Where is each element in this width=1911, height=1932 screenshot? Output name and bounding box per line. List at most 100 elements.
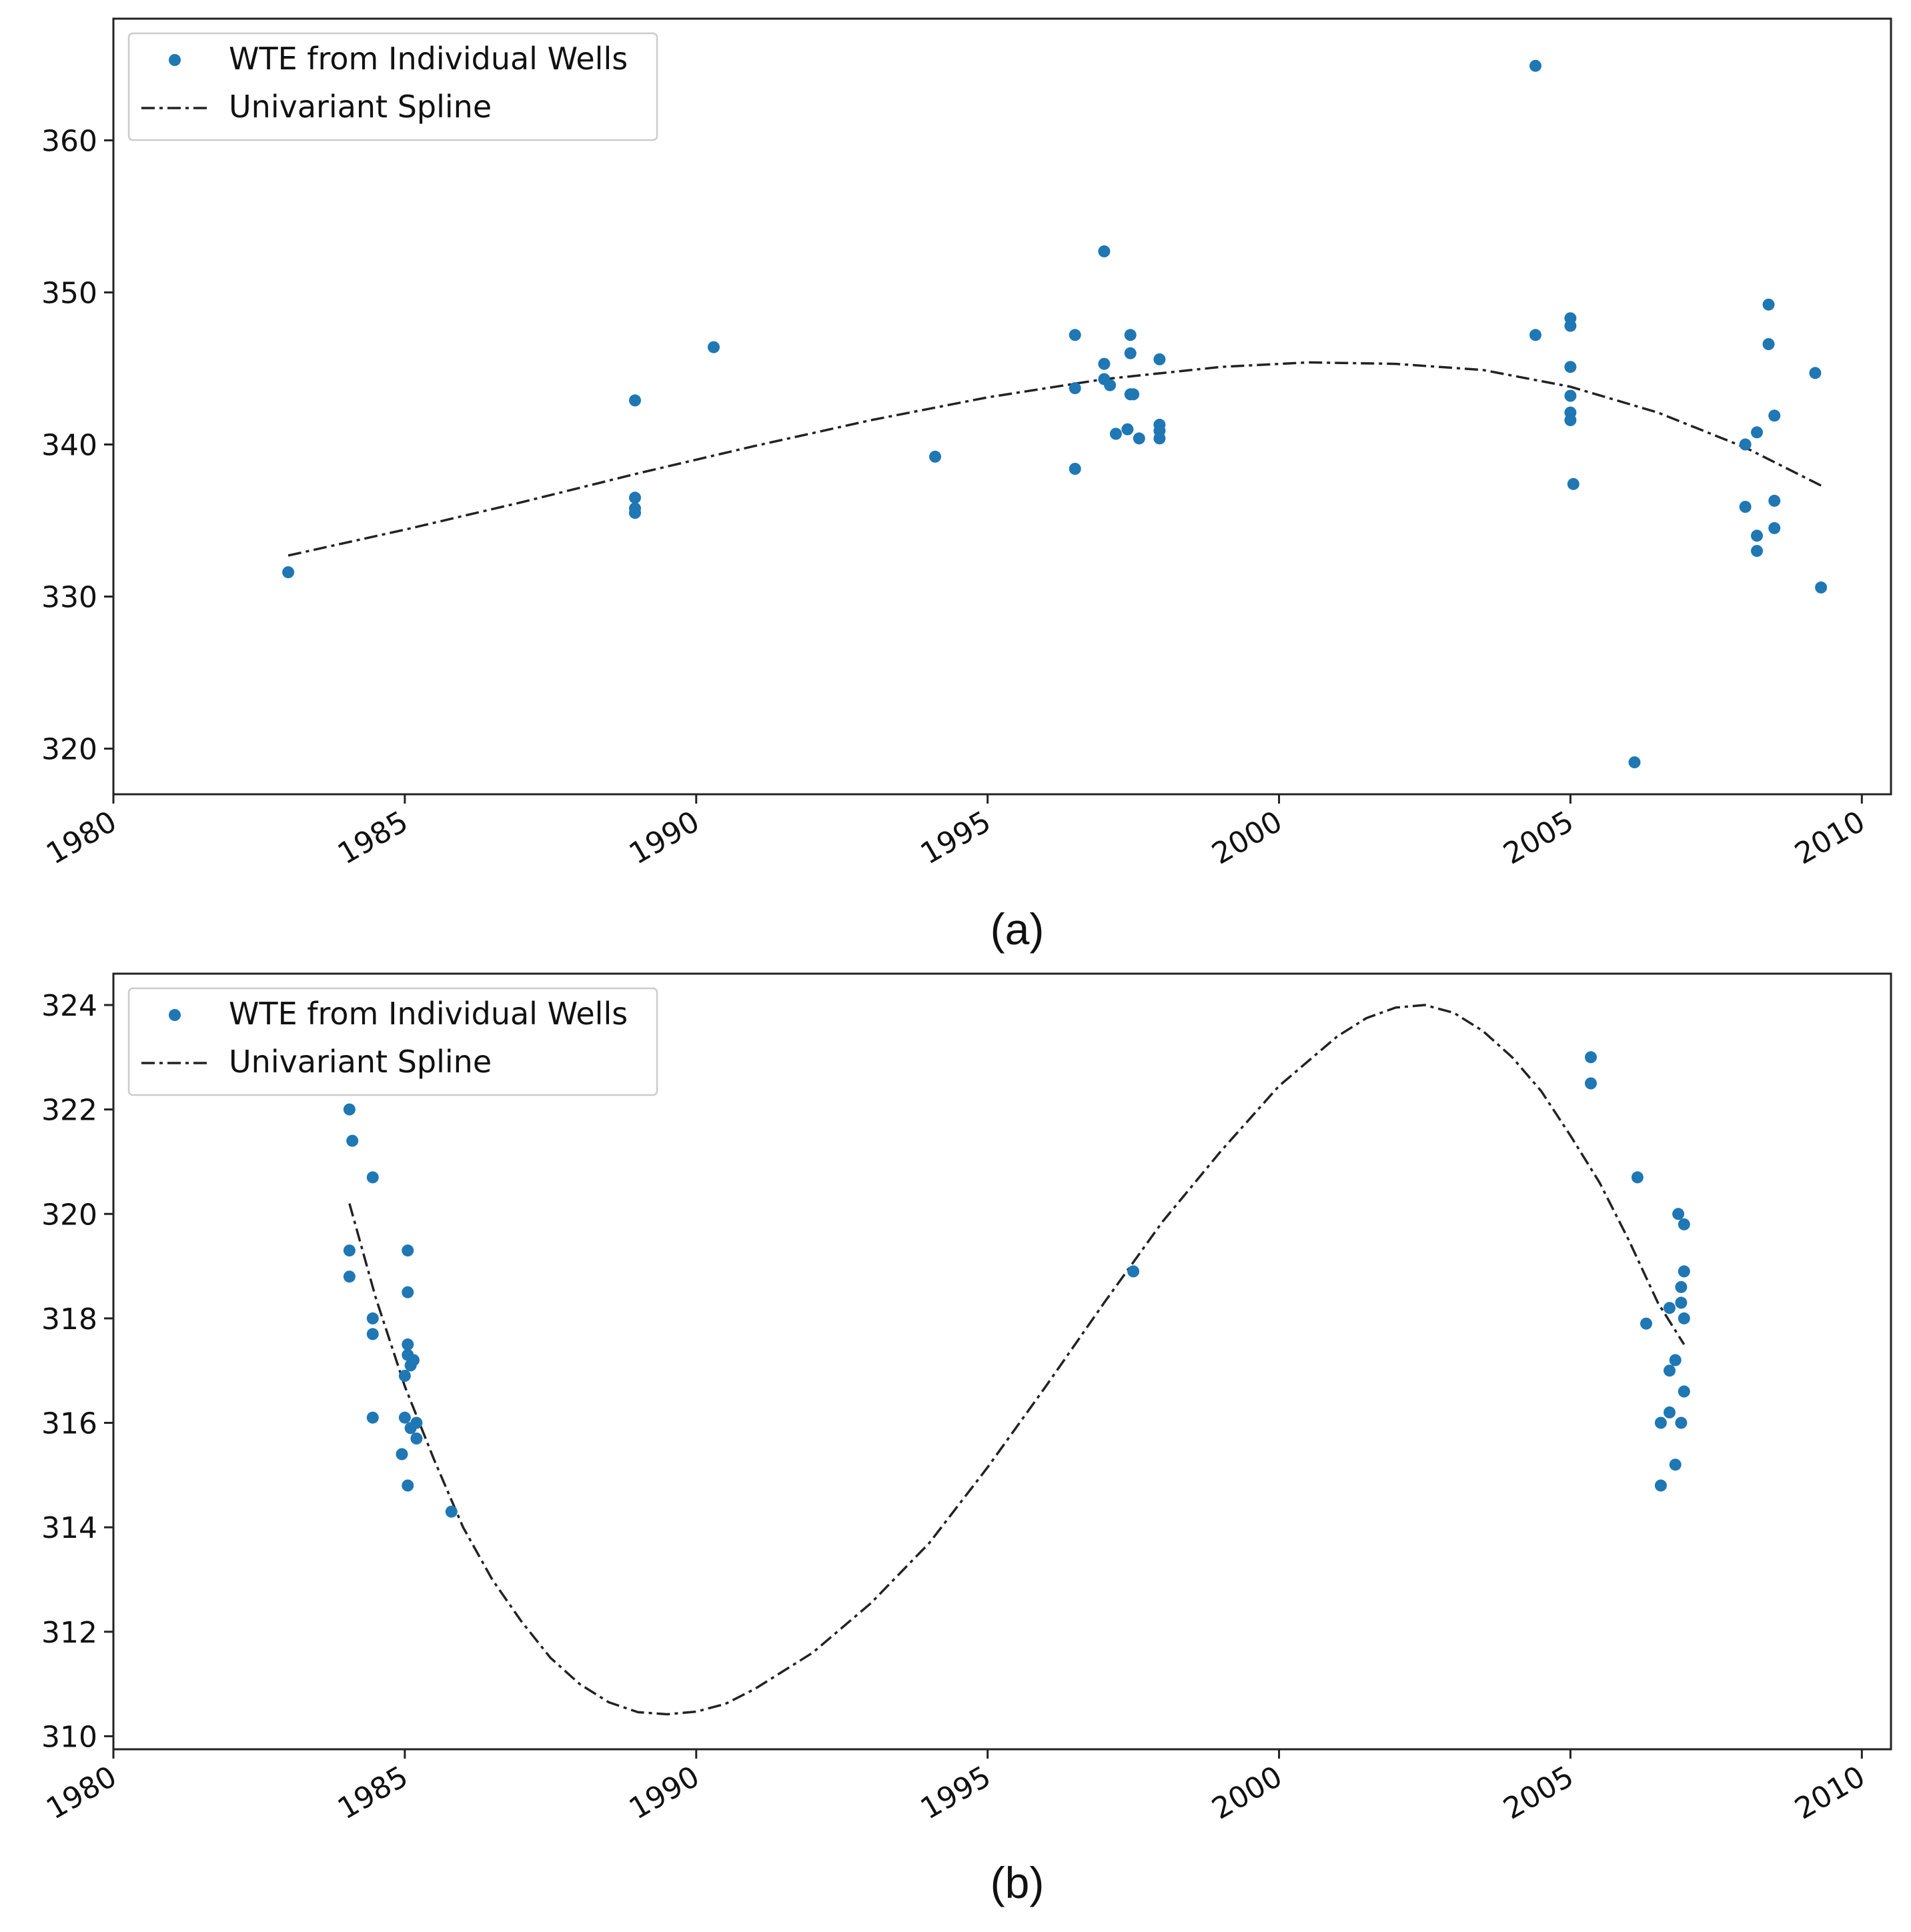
data-point-a <box>1153 432 1166 445</box>
panel-label-b: (b) <box>991 1858 1045 1907</box>
data-point-b <box>1664 1302 1676 1314</box>
data-point-b <box>1585 1077 1597 1090</box>
data-point-b <box>402 1286 414 1298</box>
data-point-a <box>1153 353 1166 365</box>
legend-label-points-b: WTE from Individual Wells <box>229 996 628 1032</box>
data-point-b <box>1675 1416 1688 1429</box>
data-point-b <box>402 1244 414 1257</box>
legend-a: WTE from Individual Wells Univariant Spl… <box>127 32 658 141</box>
data-point-b <box>366 1411 379 1424</box>
data-point-b <box>1675 1296 1688 1309</box>
legend-box-a <box>127 32 658 141</box>
y-tick-label-b: 318 <box>41 1302 97 1336</box>
data-point-a <box>1124 347 1137 359</box>
data-point-b <box>343 1244 356 1257</box>
y-tick-label-a: 340 <box>41 429 97 463</box>
data-point-b <box>404 1422 417 1434</box>
panel-b: 1980 1985 1990 1995 2000 2005 2010 31031231431… <box>41 972 1892 1907</box>
data-point-a <box>1751 426 1763 439</box>
data-point-a <box>629 394 641 407</box>
data-point-a <box>1098 357 1111 370</box>
panel-a: 1980 1985 1990 1995 2000 2005 2010 32033034035… <box>41 17 1892 954</box>
y-tick-label-b: 310 <box>41 1720 97 1754</box>
data-point-a <box>1529 59 1541 72</box>
data-point-a <box>1739 501 1752 513</box>
plot-area-a <box>112 17 1892 796</box>
data-point-a <box>929 450 941 463</box>
data-point-a <box>1762 298 1775 311</box>
spline-line-a <box>287 361 1822 557</box>
y-tick-label-a: 360 <box>41 124 97 158</box>
data-point-a <box>1564 319 1577 332</box>
legend-label-points-a: WTE from Individual Wells <box>229 41 628 77</box>
data-point-a <box>1751 530 1763 542</box>
data-point-b <box>398 1370 411 1382</box>
data-point-b <box>1640 1317 1652 1330</box>
data-point-a <box>1069 463 1081 475</box>
legend-marker-points-a <box>169 54 181 66</box>
y-tick-label-b: 312 <box>41 1616 97 1650</box>
data-point-b <box>445 1505 458 1518</box>
data-point-b <box>398 1411 411 1424</box>
data-point-b <box>343 1270 356 1283</box>
data-point-a <box>1109 427 1122 440</box>
data-point-b <box>402 1338 414 1350</box>
data-point-a <box>1098 245 1111 257</box>
data-point-a <box>1567 477 1579 490</box>
y-tick-label-b: 314 <box>41 1511 97 1545</box>
data-point-b <box>1664 1406 1676 1418</box>
data-point-b <box>343 1103 356 1116</box>
legend-marker-points-b <box>169 1009 181 1021</box>
data-point-a <box>1809 367 1822 379</box>
data-point-a <box>1069 382 1081 395</box>
data-point-a <box>1133 432 1145 445</box>
spline-line-b <box>348 1004 1686 1716</box>
y-tick-label-a: 330 <box>41 581 97 615</box>
data-point-b <box>1672 1208 1685 1220</box>
data-point-b <box>1585 1051 1597 1064</box>
data-point-a <box>1815 581 1828 594</box>
data-point-b <box>366 1328 379 1340</box>
data-point-b <box>408 1354 420 1366</box>
y-tick-label-b: 316 <box>41 1407 97 1441</box>
data-point-a <box>1739 438 1752 451</box>
data-point-a <box>1768 494 1781 507</box>
data-point-a <box>1124 329 1137 341</box>
data-point-b <box>396 1448 408 1461</box>
data-point-a <box>282 566 295 579</box>
data-point-b <box>1675 1280 1688 1293</box>
data-point-a <box>629 507 641 520</box>
y-tick-label-b: 324 <box>41 989 97 1023</box>
data-point-b <box>1669 1459 1682 1471</box>
legend-label-spline-b: Univariant Spline <box>229 1044 492 1080</box>
data-point-b <box>1664 1364 1676 1377</box>
data-point-a <box>1768 409 1781 422</box>
data-point-b <box>1678 1312 1690 1324</box>
data-point-b <box>366 1171 379 1184</box>
data-point-a <box>1751 545 1763 558</box>
data-point-b <box>346 1134 359 1147</box>
data-point-b <box>1678 1265 1690 1278</box>
legend-box-b <box>127 987 658 1096</box>
data-point-b <box>366 1312 379 1324</box>
data-point-b <box>402 1479 414 1492</box>
data-point-b <box>1669 1354 1682 1366</box>
y-tick-label-a: 350 <box>41 276 97 310</box>
data-point-a <box>1564 361 1577 373</box>
data-point-a <box>1104 379 1117 391</box>
y-tick-label-b: 322 <box>41 1094 97 1128</box>
data-point-b <box>1654 1416 1667 1429</box>
y-tick-label-a: 320 <box>41 733 97 767</box>
data-point-b <box>1127 1265 1140 1278</box>
data-point-b <box>1631 1171 1644 1184</box>
data-point-b <box>410 1432 423 1444</box>
data-point-a <box>708 341 720 353</box>
data-point-a <box>1069 329 1081 341</box>
legend-b: WTE from Individual Wells Univariant Spl… <box>127 987 658 1096</box>
data-point-b <box>1678 1218 1690 1230</box>
panel-label-a: (a) <box>991 904 1045 954</box>
data-point-a <box>1628 756 1641 769</box>
legend-label-spline-a: Univariant Spline <box>229 89 492 125</box>
data-point-a <box>1564 414 1577 426</box>
